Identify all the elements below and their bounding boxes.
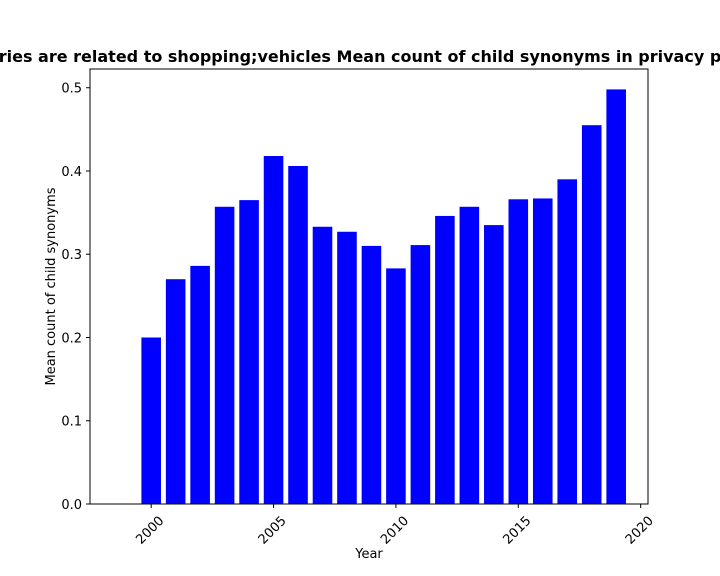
x-tick-label: 2000	[133, 514, 167, 548]
x-tick-label: 2020	[623, 514, 657, 548]
bar-2002	[190, 265, 210, 504]
bar-2001	[165, 279, 186, 504]
bar-2015	[508, 199, 529, 504]
bar-2012	[435, 215, 455, 505]
x-axis-label: Year	[354, 547, 383, 562]
bar-2006	[288, 165, 308, 505]
bar-2009	[361, 245, 382, 504]
y-tick-label: 0.4	[61, 165, 82, 180]
x-tick-label: 2015	[500, 514, 534, 548]
bar-2019	[606, 89, 626, 505]
bar-2008	[337, 231, 357, 504]
bar-2010	[386, 268, 406, 504]
bar-2017	[557, 179, 578, 504]
y-tick-label: 0.0	[61, 498, 82, 513]
y-axis-label: Mean count of child synonyms	[44, 187, 59, 385]
plot-frame	[89, 68, 649, 505]
bar-2014	[484, 225, 504, 505]
x-tick-label: 2010	[378, 514, 412, 548]
bar-2013	[459, 206, 480, 505]
bar-2018	[581, 125, 602, 505]
bar-2016	[532, 198, 553, 504]
y-tick-label: 0.3	[61, 248, 82, 263]
bar-2011	[410, 245, 431, 504]
y-tick-label: 0.1	[61, 415, 82, 430]
bar-2005	[263, 156, 284, 504]
bar-2007	[312, 226, 333, 504]
bar-2000	[141, 337, 161, 504]
bar-2004	[239, 200, 259, 505]
x-tick-label: 2005	[256, 514, 290, 548]
y-tick-label: 0.2	[61, 331, 82, 346]
y-tick-label: 0.5	[61, 82, 82, 97]
bar-2003	[214, 206, 235, 505]
bars-group	[141, 89, 626, 505]
chart-title: ries are related to shopping;vehicles Me…	[0, 47, 720, 66]
y-axis-ticks: 0.0 0.1 0.2 0.3 0.4 0.5	[61, 82, 90, 513]
x-axis-ticks: 2000 2005 2010 2015 2020	[133, 504, 657, 548]
